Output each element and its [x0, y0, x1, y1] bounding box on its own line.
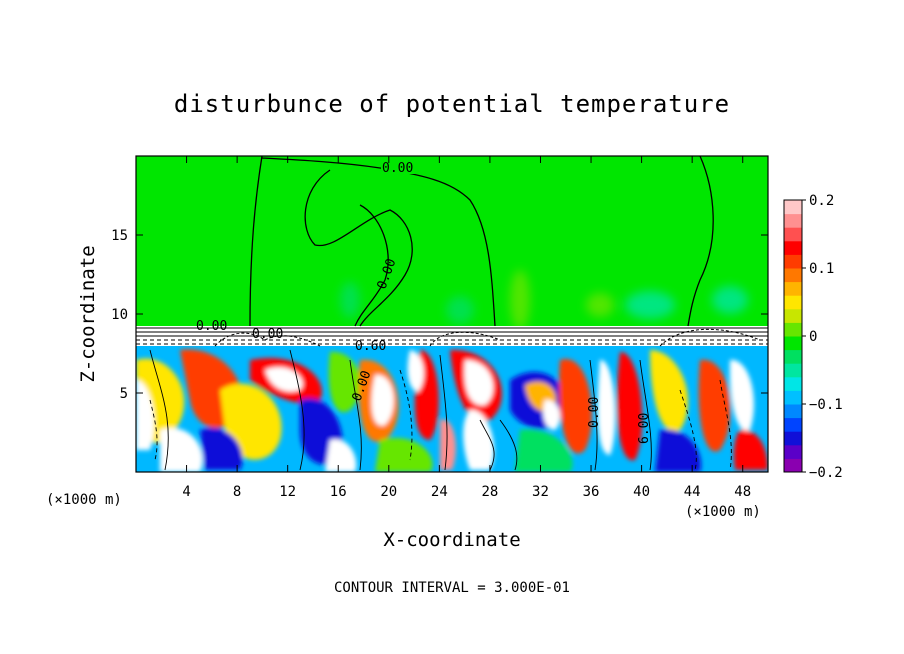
upper-field-shading: [340, 270, 748, 330]
x-tick-label: 12: [279, 484, 296, 500]
y-axis-label: Z-coordinate: [77, 245, 99, 382]
colorbar-swatch: [784, 322, 802, 337]
colorbar-tick-label: 0.2: [809, 193, 834, 209]
x-tick-label: 4: [182, 484, 190, 500]
y-axis-ticks: 5 10 15: [111, 228, 768, 402]
x-tick-label: 36: [583, 484, 600, 500]
colorbar-swatch: [784, 254, 802, 269]
colorbar-swatch: [784, 308, 802, 323]
x-axis-label: X-coordinate: [383, 529, 520, 551]
colorbar-swatch: [784, 268, 802, 283]
colorbar-tick-label: 0: [809, 329, 817, 345]
x-tick-label: 44: [684, 484, 701, 500]
lower-field: [136, 346, 768, 472]
colorbar-ticks: 0.2 0.1 0 −0.1 −0.2: [802, 193, 843, 481]
x-tick-label: 24: [431, 484, 448, 500]
colorbar-swatch: [784, 417, 802, 432]
contour-label: 0.00: [252, 327, 283, 342]
x-tick-label: 16: [330, 484, 347, 500]
colorbar-tick-label: −0.1: [809, 397, 843, 413]
colorbar-swatch: [784, 404, 802, 419]
colorbar-swatch: [784, 295, 802, 310]
x-tick-label: 40: [633, 484, 650, 500]
colorbar-swatch: [784, 336, 802, 351]
colorbar-swatch: [784, 376, 802, 391]
contour-label: 0.00: [196, 319, 227, 334]
y-tick-label: 5: [120, 386, 128, 402]
contour-interval-note: CONTOUR INTERVAL = 3.000E-01: [334, 580, 570, 596]
colorbar-tick-label: −0.2: [809, 465, 843, 481]
colorbar-swatch: [784, 363, 802, 378]
colorbar-swatch: [784, 240, 802, 255]
colorbar-swatch: [784, 444, 802, 459]
colorbar-swatch: [784, 281, 802, 296]
x-tick-label: 28: [481, 484, 498, 500]
colorbar-swatch: [784, 431, 802, 446]
x-tick-label: 8: [233, 484, 241, 500]
colorbar-swatch: [784, 213, 802, 228]
upper-contours: [249, 156, 714, 327]
contour-label: 6.00: [637, 413, 652, 444]
lower-contours: [149, 349, 732, 471]
colorbar-swatch: [784, 458, 802, 473]
x-axis-ticks: 4 8 12 16 20 24 28 32 36 40 44 48: [182, 156, 751, 500]
colorbar-tick-label: 0.1: [809, 261, 834, 277]
chart-title: disturbunce of potential temperature: [174, 90, 730, 118]
x-tick-label: 20: [380, 484, 397, 500]
colorbar-swatch: [784, 200, 802, 215]
contour-label: 0.00: [587, 397, 602, 428]
y-tick-label: 15: [111, 228, 128, 244]
colorbar-swatch: [784, 349, 802, 364]
plot-area: 0.00 0.00 0.00 0.00 0.60 0.00 0.00 6.00: [136, 156, 768, 472]
x-axis-unit-left: (×1000 m): [46, 492, 122, 508]
interface-contours: [136, 327, 768, 347]
x-tick-label: 48: [734, 484, 751, 500]
y-tick-label: 10: [111, 307, 128, 323]
x-axis-unit-right: (×1000 m): [685, 504, 761, 520]
colorbar: [783, 199, 803, 473]
contour-label: 0.00: [382, 161, 413, 176]
x-tick-label: 32: [532, 484, 549, 500]
colorbar-swatch: [784, 227, 802, 242]
colorbar-swatch: [784, 390, 802, 405]
contour-label: 0.60: [355, 339, 386, 354]
